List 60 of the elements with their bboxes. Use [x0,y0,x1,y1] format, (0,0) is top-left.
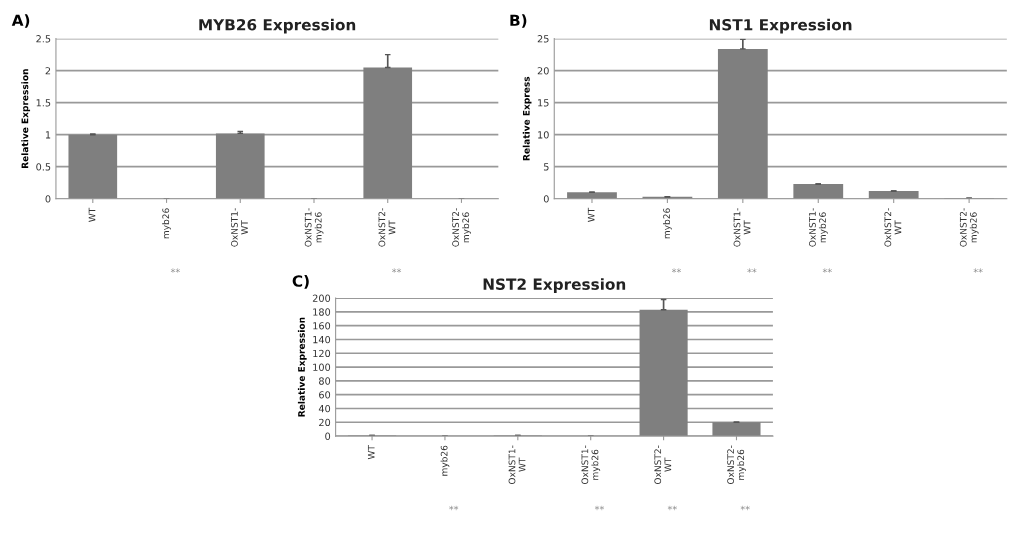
x-tick-label: OxNST2- WT [378,208,396,247]
x-tick-label: OxNST2- myb26 [959,208,979,247]
y-tick-label: 0 [325,432,331,440]
x-tick-label: myb26 [663,208,672,239]
text: A) [11,14,30,28]
chart-title: NST2 Expression [483,278,626,293]
x-tick-label: OxNST2- WT [654,445,672,485]
x-tick-label: OxNST2- myb26 [452,208,471,247]
x-tick-label: OxNST2- WT [884,208,902,247]
y-axis-title: Relative Expression [21,69,31,169]
x-tick-label: OxNST1- WT [231,208,248,247]
text: B) [510,14,527,28]
y-tick-label: 200 [312,294,331,302]
text: ** [667,505,677,511]
text: ** [740,505,750,511]
y-tick-label: 180 [313,308,331,316]
text: ** [822,268,832,273]
y-tick-label: 0 [543,195,549,203]
text: ** [392,268,402,273]
y-tick-label: 0 [45,195,51,203]
y-tick-label: 5 [543,163,549,171]
x-tick-label: myb26 [162,208,171,239]
y-tick-label: 60 [319,391,331,399]
y-tick-label: 1 [45,131,51,139]
x-tick-label: OxNST1- WT [508,445,526,485]
x-tick-label: OxNST1- myb26 [581,445,601,485]
y-tick-label: 80 [319,377,331,385]
y-axis-title: Relative Expression [297,317,307,417]
x-tick-label: OxNST2- myb26 [727,445,746,485]
y-tick-label: 2 [45,67,51,75]
x-tick-label: OxNST1- myb26 [304,208,324,247]
y-tick-label: 20 [537,67,549,75]
y-tick-label: 15 [538,99,549,107]
y-tick-label: 25 [537,35,549,43]
y-tick-label: 160 [313,322,331,330]
x-tick-label: WT [88,207,96,222]
x-tick-label: OxNST1- WT [733,208,751,247]
x-tick-label: myb26 [440,445,450,476]
text: ** [747,268,757,273]
chart-title: MYB26 Expression [199,18,356,34]
y-tick-label: 10 [538,131,549,139]
text: ** [449,505,459,511]
y-tick-label: 1.5 [36,99,51,107]
x-tick-label: WT [367,445,375,460]
x-tick-label: OxNST1- myb26 [809,208,828,247]
y-tick-label: 140 [313,335,331,344]
text: C) [292,275,309,289]
y-tick-label: 40 [318,404,331,413]
x-tick-label: WT [587,207,595,222]
text: ** [671,268,682,273]
y-tick-label: 100 [313,363,331,371]
text: ** [973,268,983,273]
y-tick-label: 120 [313,349,331,358]
text: ** [594,505,605,511]
y-tick-label: 2.5 [36,35,51,43]
text: ** [170,268,180,273]
chart-title: NST1 Expression [709,18,852,34]
y-tick-label: 0.5 [36,163,51,171]
y-axis-title: Relative Express [522,76,532,161]
y-tick-label: 20 [319,418,331,427]
